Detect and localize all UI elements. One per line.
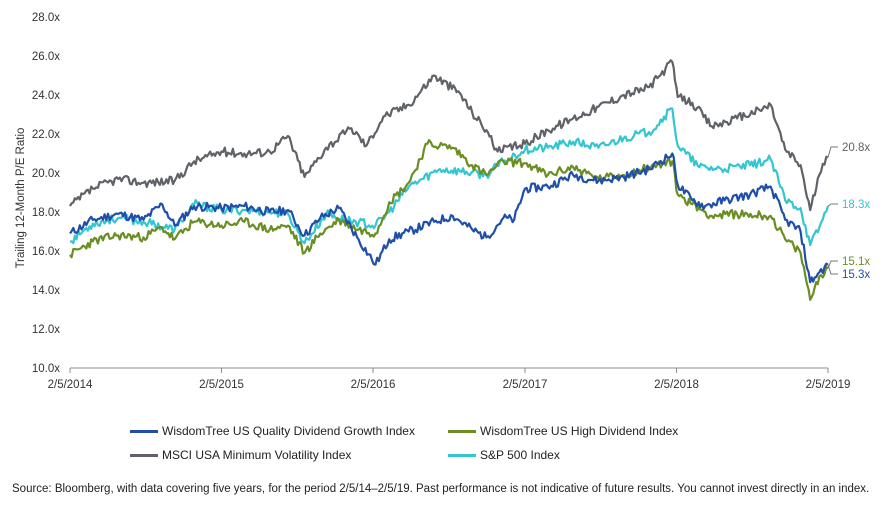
legend-label: WisdomTree US Quality Dividend Growth In…	[162, 424, 415, 438]
end-value-label: 15.1x	[842, 256, 870, 268]
legend-swatch	[448, 453, 476, 457]
legend-label: MSCI USA Minimum Volatility Index	[162, 448, 352, 462]
x-tick-label: 2/5/2018	[654, 379, 699, 391]
legend-label: S&P 500 Index	[480, 448, 560, 462]
series-line	[69, 59, 829, 212]
end-label-leader	[827, 264, 838, 275]
pe-ratio-chart: 10.0x 12.0x 14.0x 16.0x 18.0x 20.0x 22.0x 24.0x…	[15, 12, 870, 391]
legend-item: MSCI USA Minimum Volatility Index	[130, 448, 351, 462]
end-label-leader	[827, 260, 838, 269]
legend-item: S&P 500 Index	[448, 448, 560, 462]
y-tick-label: 20.0x	[32, 168, 60, 180]
series-line	[69, 152, 829, 284]
end-label-leader	[827, 146, 838, 158]
y-tick-label: 28.0x	[32, 12, 60, 24]
end-label-leader	[827, 203, 838, 207]
legend-item: WisdomTree US High Dividend Index	[448, 424, 678, 438]
y-tick-label: 24.0x	[32, 90, 60, 102]
series-layer	[69, 59, 830, 301]
end-value-label: 15.3x	[842, 269, 870, 281]
y-axis: 10.0x 12.0x 14.0x 16.0x 18.0x 20.0x 22.0x 24.0x…	[32, 12, 60, 375]
y-axis-label: Trailing 12-Month P/E Ratio	[15, 128, 27, 269]
source-note: Source: Bloomberg, with data covering fi…	[12, 483, 870, 495]
legend-swatch	[130, 453, 158, 457]
end-value-label: 20.8x	[842, 142, 870, 154]
x-tick-label: 2/5/2017	[503, 379, 548, 391]
x-tick-label: 2/5/2019	[806, 379, 851, 391]
legend-swatch	[130, 429, 158, 433]
y-tick-label: 22.0x	[32, 129, 60, 141]
x-tick-label: 2/5/2014	[48, 379, 93, 391]
x-tick-label: 2/5/2015	[199, 379, 244, 391]
y-tick-label: 12.0x	[32, 324, 60, 336]
series-line	[69, 139, 829, 301]
y-tick-label: 26.0x	[32, 51, 60, 63]
y-tick-label: 10.0x	[32, 363, 60, 375]
x-axis: 2/5/2014 2/5/2015 2/5/2016 2/5/2017 2/5/2018…	[48, 367, 851, 391]
y-tick-label: 14.0x	[32, 285, 60, 297]
legend-item: WisdomTree US Quality Dividend Growth In…	[130, 424, 415, 438]
x-tick-label: 2/5/2016	[351, 379, 396, 391]
end-value-label: 18.3x	[842, 199, 870, 211]
series-line	[69, 107, 830, 247]
y-tick-label: 16.0x	[32, 246, 60, 258]
y-tick-label: 18.0x	[32, 207, 60, 219]
legend-swatch	[448, 429, 476, 433]
legend-label: WisdomTree US High Dividend Index	[480, 424, 679, 438]
